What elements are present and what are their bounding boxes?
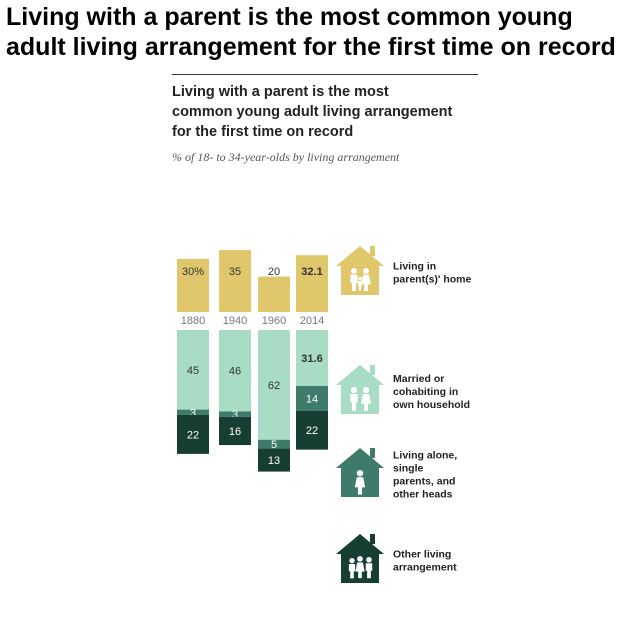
bar-segment-other bbox=[258, 448, 290, 472]
data-label: 31.6 bbox=[301, 353, 322, 365]
legend-label: own household bbox=[393, 399, 470, 411]
year-tick-label: 1960 bbox=[262, 315, 286, 327]
data-label: 22 bbox=[306, 425, 318, 437]
chart-subtitle: % of 18- to 34-year-olds by living arran… bbox=[172, 150, 400, 164]
legend-label: Other living bbox=[393, 549, 451, 561]
bar-segment-married bbox=[219, 330, 251, 412]
data-label: 32.1 bbox=[301, 266, 322, 278]
legend-label: single bbox=[393, 463, 424, 475]
bar-segment-living-alone bbox=[258, 439, 290, 449]
data-label: 35 bbox=[229, 266, 241, 278]
data-label: 13 bbox=[268, 455, 280, 467]
legend-label: Married or bbox=[393, 373, 444, 385]
bar-segment-living-alone bbox=[177, 409, 209, 415]
bar-segment-other bbox=[177, 414, 209, 454]
data-label: 30% bbox=[182, 266, 204, 278]
year-tick-label: 1880 bbox=[181, 315, 205, 327]
legend-label: parents, and bbox=[393, 476, 455, 488]
data-label: 3 bbox=[190, 407, 196, 419]
chart-title: Living with a parent is the most common … bbox=[172, 84, 453, 140]
bar-segment-living-alone bbox=[296, 385, 328, 411]
year-tick-label: 1940 bbox=[223, 315, 247, 327]
bar-segment-parents-home bbox=[296, 255, 328, 312]
bar-segment-other bbox=[219, 416, 251, 446]
page-title: Living with a parent is the most common … bbox=[6, 3, 616, 61]
data-label: 3 bbox=[232, 409, 238, 421]
bar-segment-parents-home bbox=[258, 276, 290, 312]
house-single-person-icon bbox=[336, 448, 384, 497]
bar-segment-other bbox=[296, 410, 328, 450]
legend-label: cohabiting in bbox=[393, 386, 458, 398]
bar-segment-married bbox=[258, 330, 290, 440]
data-label: 20 bbox=[268, 266, 280, 278]
legend-label: arrangement bbox=[393, 562, 457, 574]
data-label: 45 bbox=[187, 365, 199, 377]
house-people-icon bbox=[336, 534, 384, 583]
legend-label: Living alone, bbox=[393, 450, 457, 462]
bar-segment-parents-home bbox=[219, 250, 251, 312]
house-couple-icon bbox=[336, 365, 384, 414]
bar-segment-married bbox=[177, 330, 209, 410]
divider bbox=[172, 74, 478, 75]
data-label: 16 bbox=[229, 426, 241, 438]
legend-label: Living in bbox=[393, 261, 436, 273]
bar-segment-married bbox=[296, 330, 328, 386]
bar-segment-parents-home bbox=[177, 258, 209, 312]
data-label: 14 bbox=[306, 393, 318, 405]
data-label: 62 bbox=[268, 380, 280, 392]
bar-segment-living-alone bbox=[219, 411, 251, 417]
data-label: 46 bbox=[229, 366, 241, 378]
legend-label: other heads bbox=[393, 489, 453, 501]
legend-label: parent(s)' home bbox=[393, 274, 472, 286]
data-label: 5 bbox=[271, 439, 277, 451]
data-label: 22 bbox=[187, 429, 199, 441]
house-parent-child-icon bbox=[336, 246, 384, 295]
year-tick-label: 2014 bbox=[300, 315, 324, 327]
